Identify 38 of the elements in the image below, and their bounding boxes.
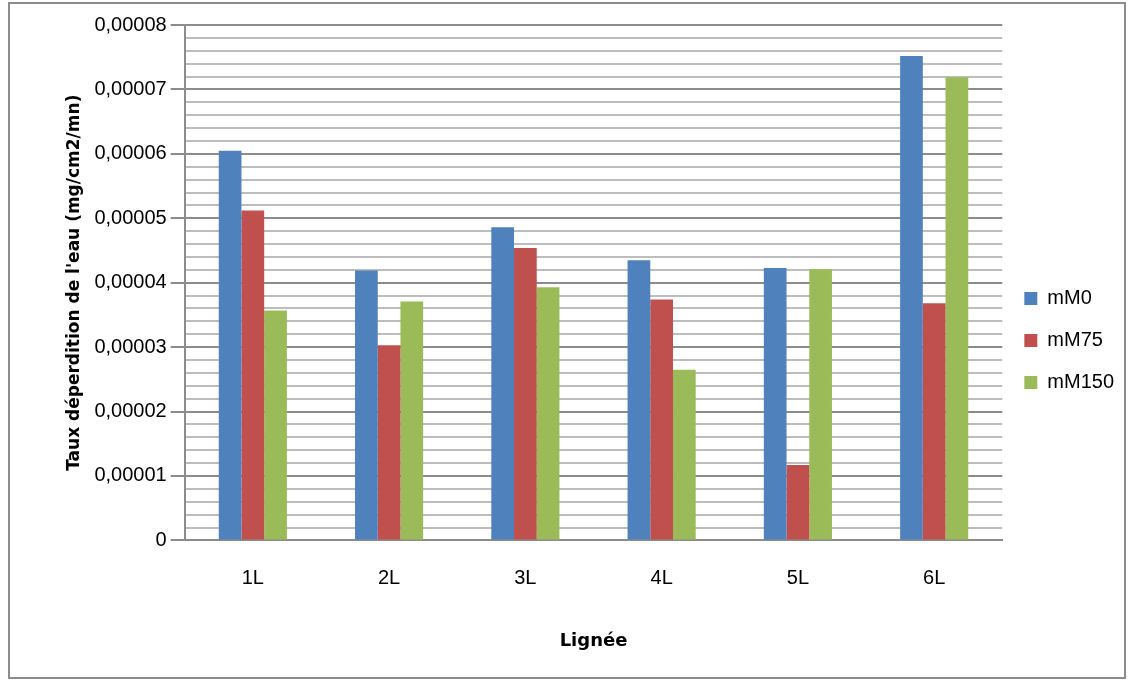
bar [945, 77, 969, 540]
bar [400, 301, 424, 540]
bar [627, 260, 651, 540]
y-tick-label: 0,00004 [94, 270, 167, 293]
y-tick-label: 0,00003 [94, 334, 167, 357]
x-tick-label: 1L [241, 565, 264, 588]
y-tick-label: 0,00001 [94, 463, 167, 486]
x-tick-label: 5L [786, 565, 810, 588]
legend-label: mM0 [1047, 286, 1092, 309]
y-tick-label: 0,00007 [94, 76, 167, 99]
bar [355, 270, 378, 540]
y-tick-label: 0,00008 [94, 12, 167, 35]
bar [763, 267, 787, 540]
bar [241, 210, 265, 540]
bar [264, 310, 287, 540]
bar [377, 345, 401, 540]
bar [536, 287, 560, 540]
legend-label: mM150 [1047, 370, 1115, 393]
x-tick-label: 6L [923, 565, 946, 588]
y-tick-label: 0 [155, 527, 167, 550]
x-tick-label: 3L [514, 565, 537, 588]
y-tick-label: 0,00005 [94, 205, 167, 228]
x-axis-title: Lignée [559, 628, 628, 650]
bar [809, 269, 832, 540]
y-tick-label: 0,00002 [94, 399, 167, 422]
bar [922, 303, 946, 540]
x-tick-label: 2L [377, 565, 401, 588]
bar [786, 465, 810, 540]
x-tick-label: 4L [650, 565, 673, 588]
bar [218, 150, 242, 540]
bar [491, 227, 515, 540]
bar [672, 369, 696, 540]
legend-label: mM75 [1047, 328, 1103, 351]
bar [514, 247, 537, 540]
bar [900, 55, 923, 540]
bar [650, 299, 673, 540]
y-axis-title: Taux déperdition de l'eau (mg/cm2/mn) [62, 94, 83, 471]
y-tick-label: 0,00006 [94, 141, 167, 164]
